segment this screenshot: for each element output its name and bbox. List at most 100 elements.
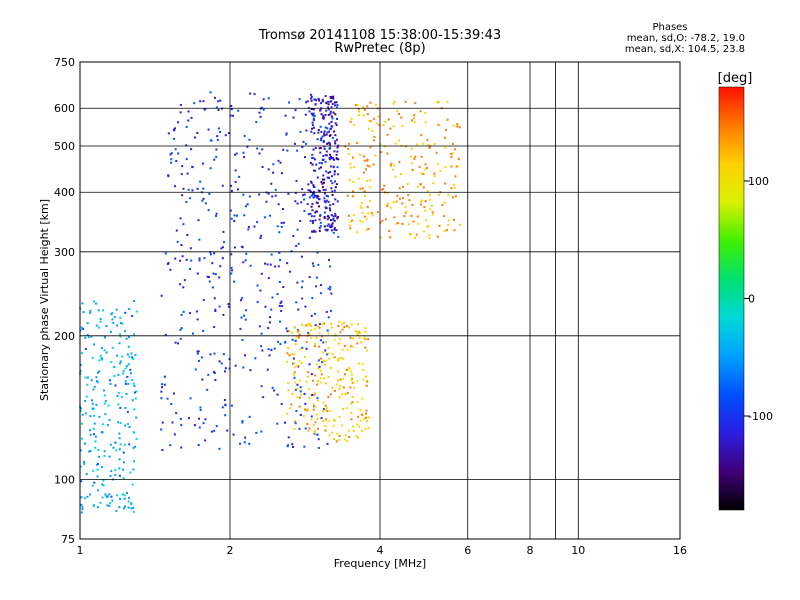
scatter-point bbox=[209, 251, 212, 254]
scatter-point bbox=[174, 185, 177, 188]
scatter-point bbox=[224, 134, 227, 137]
scatter-point bbox=[180, 424, 183, 427]
scatter-point bbox=[324, 114, 327, 117]
scatter-point bbox=[333, 338, 336, 341]
scatter-point bbox=[436, 101, 439, 104]
scatter-point bbox=[309, 219, 312, 222]
scatter-point bbox=[213, 158, 216, 161]
scatter-point bbox=[286, 352, 289, 355]
scatter-point bbox=[113, 365, 116, 368]
scatter-point bbox=[359, 331, 362, 334]
scatter-point bbox=[324, 95, 327, 98]
scatter-point bbox=[415, 233, 418, 236]
scatter-point bbox=[113, 316, 116, 319]
scatter-point bbox=[305, 101, 308, 104]
scatter-point bbox=[331, 225, 334, 228]
scatter-point bbox=[313, 345, 316, 348]
scatter-point bbox=[312, 230, 315, 233]
scatter-point bbox=[273, 347, 276, 350]
scatter-point bbox=[359, 409, 362, 412]
scatter-point bbox=[199, 409, 202, 412]
scatter-point bbox=[212, 272, 215, 275]
scatter-point bbox=[123, 443, 126, 446]
scatter-point bbox=[320, 113, 323, 116]
scatter-point bbox=[230, 189, 233, 192]
scatter-point bbox=[316, 399, 319, 402]
scatter-point bbox=[300, 201, 303, 204]
scatter-point bbox=[160, 397, 163, 400]
scatter-point bbox=[133, 445, 136, 448]
scatter-point bbox=[291, 353, 294, 356]
scatter-point bbox=[230, 272, 233, 275]
scatter-point bbox=[401, 202, 404, 205]
scatter-point bbox=[333, 226, 336, 229]
scatter-point bbox=[311, 393, 314, 396]
scatter-point bbox=[279, 343, 282, 346]
scatter-point bbox=[329, 165, 332, 168]
scatter-point bbox=[80, 496, 83, 499]
chart-subtitle: RwPretec (8p) bbox=[334, 41, 426, 56]
scatter-point bbox=[244, 259, 247, 262]
scatter-point bbox=[420, 203, 423, 206]
scatter-point bbox=[363, 336, 366, 339]
scatter-point bbox=[350, 345, 353, 348]
scatter-point bbox=[314, 219, 317, 222]
scatter-point bbox=[179, 337, 182, 340]
scatter-point bbox=[312, 117, 315, 120]
scatter-point bbox=[318, 323, 321, 326]
scatter-point bbox=[132, 506, 135, 509]
scatter-point bbox=[181, 255, 184, 258]
scatter-point bbox=[276, 293, 279, 296]
scatter-point bbox=[364, 195, 367, 198]
scatter-point bbox=[431, 211, 434, 214]
scatter-point bbox=[305, 380, 308, 383]
scatter-point bbox=[443, 201, 446, 204]
scatter-point bbox=[105, 495, 108, 498]
scatter-point bbox=[293, 353, 296, 356]
scatter-point bbox=[124, 424, 127, 427]
scatter-point bbox=[124, 380, 127, 383]
scatter-point bbox=[280, 300, 283, 303]
x-tick-label: 4 bbox=[377, 544, 384, 557]
scatter-point bbox=[287, 389, 290, 392]
scatter-point bbox=[318, 326, 321, 329]
scatter-point bbox=[338, 337, 341, 340]
scatter-point bbox=[271, 195, 274, 198]
scatter-point bbox=[303, 445, 306, 448]
scatter-point bbox=[350, 323, 353, 326]
scatter-point bbox=[420, 199, 423, 202]
scatter-point bbox=[327, 316, 330, 319]
scatter-point bbox=[219, 99, 222, 102]
scatter-point bbox=[327, 223, 330, 226]
scatter-point bbox=[329, 204, 332, 207]
scatter-point bbox=[359, 205, 362, 208]
scatter-point bbox=[114, 469, 117, 472]
scatter-point bbox=[355, 434, 358, 437]
scatter-point bbox=[334, 134, 337, 137]
scatter-point bbox=[446, 100, 449, 103]
scatter-point bbox=[314, 392, 317, 395]
scatter-point bbox=[375, 122, 378, 125]
scatter-point bbox=[183, 279, 186, 282]
scatter-point bbox=[357, 332, 360, 335]
scatter-point bbox=[369, 120, 372, 123]
scatter-point bbox=[299, 386, 302, 389]
scatter-point bbox=[451, 142, 454, 145]
scatter-point bbox=[324, 359, 327, 362]
scatter-point bbox=[233, 153, 236, 156]
scatter-point bbox=[312, 126, 315, 129]
scatter-point bbox=[122, 369, 125, 372]
scatter-point bbox=[118, 362, 121, 365]
scatter-point bbox=[350, 117, 353, 120]
scatter-point bbox=[453, 187, 456, 190]
scatter-point bbox=[336, 200, 339, 203]
scatter-point bbox=[279, 258, 282, 261]
scatter-point bbox=[356, 141, 359, 144]
scatter-point bbox=[239, 299, 242, 302]
scatter-point bbox=[102, 309, 105, 312]
scatter-point bbox=[318, 332, 321, 335]
scatter-point bbox=[439, 170, 442, 173]
scatter-point bbox=[455, 165, 458, 168]
scatter-point bbox=[330, 157, 333, 160]
scatter-point bbox=[336, 379, 339, 382]
